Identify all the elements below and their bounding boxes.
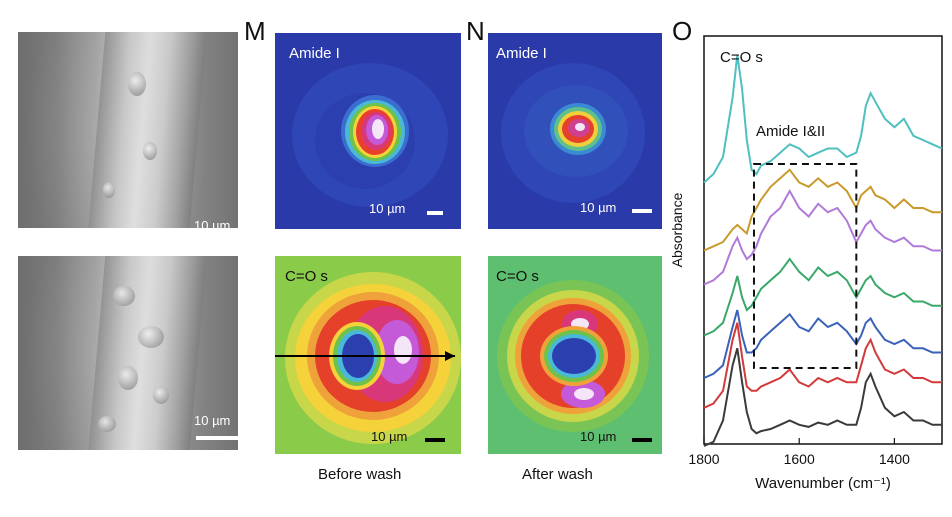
- surface-bump: [138, 326, 164, 348]
- scale-bar-label: 10 µm: [580, 429, 617, 444]
- y-axis-label: Absorbance: [669, 192, 685, 267]
- series-line-green: [703, 257, 942, 337]
- surface-bump: [98, 416, 116, 432]
- panel-letter-n: N: [466, 16, 485, 46]
- annotation-co: C=O s: [720, 49, 763, 66]
- amide-map-before-contours: [292, 63, 448, 207]
- series-line-red: [703, 322, 942, 409]
- x-tick-label: 1600: [784, 451, 815, 467]
- amide-highlight-box: [752, 163, 858, 369]
- surface-bump: [103, 182, 115, 198]
- surface-bump: [118, 366, 138, 390]
- sem-image-top: 10 µm: [18, 32, 238, 228]
- scale-bar: [632, 209, 652, 213]
- x-axis-label: Wavenumber (cm⁻¹): [755, 475, 891, 492]
- scale-bar-label: 10 µm: [371, 429, 408, 444]
- annotation-amide: Amide I&II: [756, 123, 825, 140]
- co-map-before: C=O s 10 µm: [275, 256, 461, 454]
- caption-before-wash: Before wash: [318, 466, 402, 483]
- scale-bar: [632, 438, 652, 442]
- series-line-purple: [703, 188, 942, 286]
- sem-image-bottom: 10 µm: [18, 256, 238, 450]
- fiber-shape: [87, 32, 209, 228]
- scale-bar-label: 10 µm: [194, 218, 231, 228]
- scale-bar-label: 10 µm: [580, 200, 617, 215]
- plot-frame: [703, 35, 943, 445]
- co-map-after-contours: [497, 280, 649, 432]
- map-label: Amide I: [289, 45, 340, 62]
- co-map-before-contours: [275, 272, 461, 444]
- scale-bar: [196, 436, 238, 440]
- amide-map-after: Amide I 10 µm: [488, 33, 662, 229]
- amide-map-after-contours: [501, 63, 645, 203]
- spectra-chart: 1800 1600 1400 Wavenumber (cm⁻¹) Absorbance C…: [669, 35, 943, 492]
- surface-bump: [113, 286, 135, 306]
- surface-bump: [153, 386, 169, 404]
- surface-bump: [128, 72, 146, 96]
- scale-bar: [425, 438, 445, 442]
- map-label: Amide I: [496, 45, 547, 62]
- scale-bar-label: 10 µm: [369, 201, 406, 216]
- amide-map-before: Amide I 10 µm: [275, 33, 461, 229]
- caption-after-wash: After wash: [522, 466, 593, 483]
- x-tick-label: 1400: [879, 451, 910, 467]
- series-line-blue: [703, 309, 942, 379]
- series-line-gold: [703, 168, 942, 252]
- co-map-after: C=O s 10 µm: [488, 256, 662, 454]
- series-line-black: [703, 348, 942, 447]
- map-label: C=O s: [285, 268, 328, 285]
- panel-letter-m: M: [244, 16, 266, 46]
- scale-bar: [427, 211, 443, 215]
- surface-bump: [143, 142, 157, 160]
- series-line-teal: [703, 54, 943, 184]
- scale-bar-label: 10 µm: [194, 413, 231, 428]
- x-tick-label: 1800: [688, 451, 719, 467]
- map-label: C=O s: [496, 268, 539, 285]
- panel-letter-o: O: [672, 16, 693, 46]
